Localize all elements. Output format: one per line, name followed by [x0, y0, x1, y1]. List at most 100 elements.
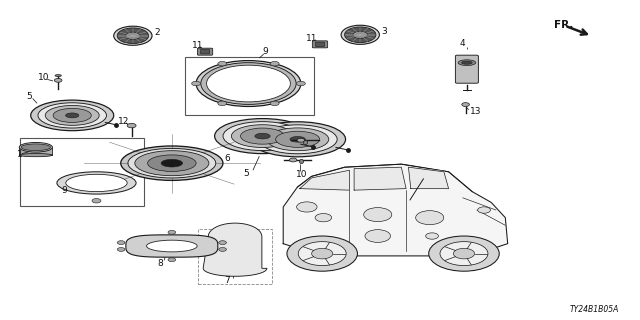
Text: 3: 3 [381, 28, 387, 36]
Circle shape [117, 241, 125, 244]
Ellipse shape [258, 125, 337, 154]
Ellipse shape [207, 65, 291, 102]
Circle shape [353, 31, 367, 38]
Ellipse shape [19, 142, 52, 152]
Ellipse shape [128, 148, 216, 178]
Bar [20, 138, 145, 206]
Circle shape [440, 242, 488, 266]
Circle shape [287, 236, 358, 271]
Circle shape [341, 25, 380, 44]
Circle shape [125, 32, 140, 39]
Circle shape [114, 26, 152, 45]
Ellipse shape [135, 151, 209, 176]
Circle shape [365, 230, 390, 242]
Ellipse shape [57, 172, 136, 194]
Circle shape [270, 101, 279, 106]
Circle shape [219, 248, 227, 251]
Circle shape [477, 207, 490, 213]
Circle shape [127, 123, 136, 128]
Circle shape [191, 81, 200, 86]
Ellipse shape [121, 146, 223, 180]
Ellipse shape [65, 113, 79, 118]
Circle shape [168, 258, 175, 262]
Circle shape [168, 230, 175, 234]
Text: 5: 5 [26, 92, 32, 101]
Text: 11: 11 [306, 34, 317, 43]
Circle shape [270, 61, 279, 66]
Circle shape [117, 248, 125, 251]
Ellipse shape [21, 144, 51, 151]
Ellipse shape [458, 60, 476, 66]
Ellipse shape [232, 125, 294, 148]
FancyBboxPatch shape [316, 42, 324, 47]
Circle shape [218, 101, 227, 106]
Text: 7: 7 [224, 276, 230, 285]
Ellipse shape [19, 154, 52, 157]
Circle shape [54, 78, 62, 82]
Text: 6: 6 [224, 154, 230, 163]
Ellipse shape [461, 61, 472, 64]
Circle shape [297, 138, 305, 142]
Ellipse shape [31, 100, 114, 131]
Polygon shape [300, 170, 349, 190]
Text: 10: 10 [318, 140, 330, 149]
Circle shape [117, 28, 148, 44]
Ellipse shape [53, 108, 92, 123]
Circle shape [453, 248, 474, 259]
Text: 1: 1 [17, 150, 22, 159]
Circle shape [344, 27, 376, 43]
Circle shape [296, 202, 317, 212]
Text: TY24B1B05A: TY24B1B05A [570, 305, 619, 314]
Text: 10: 10 [296, 170, 307, 179]
Ellipse shape [66, 174, 127, 192]
Ellipse shape [45, 106, 99, 125]
Circle shape [315, 213, 332, 222]
Ellipse shape [38, 103, 106, 128]
Circle shape [312, 248, 333, 259]
Ellipse shape [214, 119, 310, 154]
Polygon shape [408, 167, 449, 188]
Ellipse shape [148, 155, 196, 172]
FancyBboxPatch shape [197, 48, 212, 55]
Circle shape [219, 241, 227, 244]
Circle shape [298, 242, 346, 266]
Text: 9: 9 [61, 186, 67, 195]
Text: 2: 2 [154, 28, 159, 37]
Ellipse shape [255, 133, 270, 139]
Text: FR.: FR. [554, 20, 573, 29]
Ellipse shape [223, 122, 302, 151]
Ellipse shape [250, 122, 346, 157]
Ellipse shape [266, 128, 329, 151]
Circle shape [296, 81, 305, 86]
Circle shape [218, 61, 227, 66]
Ellipse shape [290, 137, 305, 142]
Polygon shape [203, 223, 267, 276]
Circle shape [289, 158, 297, 162]
Bar [184, 57, 314, 115]
Ellipse shape [196, 60, 301, 107]
Text: 13: 13 [470, 107, 481, 116]
FancyBboxPatch shape [200, 50, 209, 54]
Text: 12: 12 [118, 116, 129, 126]
Text: 5: 5 [243, 169, 249, 178]
Text: 9: 9 [262, 47, 268, 56]
Text: 10: 10 [38, 73, 49, 82]
Polygon shape [354, 167, 406, 190]
Text: 8: 8 [157, 259, 163, 268]
Ellipse shape [161, 159, 182, 167]
FancyBboxPatch shape [456, 55, 478, 83]
Circle shape [429, 236, 499, 271]
Polygon shape [284, 164, 508, 256]
Text: 11: 11 [192, 41, 204, 50]
Circle shape [426, 233, 438, 239]
Ellipse shape [241, 128, 285, 144]
Ellipse shape [201, 63, 296, 104]
Bar [198, 228, 272, 284]
Bar [19, 147, 52, 155]
Ellipse shape [55, 75, 61, 76]
Text: 4: 4 [460, 39, 465, 48]
Ellipse shape [276, 131, 320, 147]
Circle shape [415, 211, 444, 225]
Circle shape [364, 208, 392, 222]
FancyBboxPatch shape [312, 41, 328, 48]
